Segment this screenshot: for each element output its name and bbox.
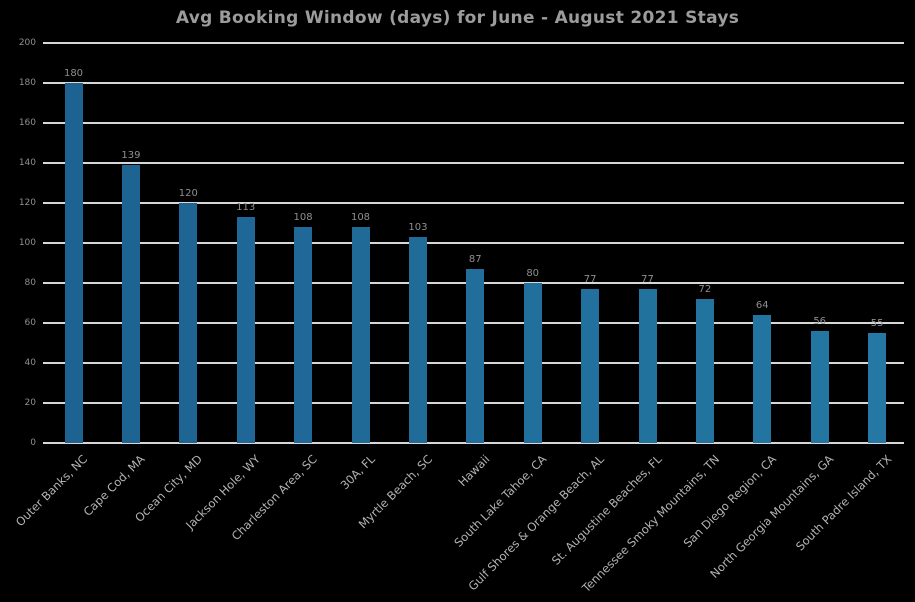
bar — [523, 283, 542, 443]
bar — [408, 237, 427, 443]
bar — [638, 289, 657, 443]
bar-value-label: 113 — [236, 202, 256, 213]
y-axis-tick-label: 200 — [18, 38, 36, 48]
bar-value-label: 77 — [641, 274, 654, 285]
x-axis-category-label: Hawaii — [455, 452, 493, 490]
y-axis-tick-label: 20 — [24, 398, 36, 408]
bar — [179, 203, 198, 443]
bar-value-label: 72 — [698, 284, 712, 295]
x-axis-category-label: North Georgia Mountains, GA — [707, 452, 837, 581]
bar — [351, 227, 370, 443]
y-axis-tick-label: 140 — [18, 158, 36, 168]
bar — [581, 289, 600, 443]
bar-value-label: 180 — [63, 68, 84, 79]
x-axis-category-label: St. Augustine Beaches, FL — [548, 452, 665, 568]
bar-value-label: 56 — [813, 316, 827, 327]
bar — [868, 333, 887, 443]
x-axis-category-label: Outer Banks, NC — [13, 452, 91, 530]
bar — [810, 331, 829, 443]
y-axis-tick-label: 40 — [24, 358, 36, 368]
bar — [695, 299, 714, 443]
gridline — [43, 242, 904, 244]
y-axis-tick-label: 120 — [18, 198, 36, 208]
bar-value-label: 77 — [583, 274, 597, 285]
bar-value-label: 108 — [293, 212, 313, 223]
x-axis-category-label: 30A, FL — [337, 452, 378, 493]
bar — [121, 165, 140, 443]
bar-value-label: 120 — [178, 188, 198, 199]
y-axis-tick-label: 0 — [30, 438, 36, 448]
bar — [236, 217, 255, 443]
gridline — [43, 82, 904, 84]
bar-value-label: 64 — [755, 300, 769, 311]
y-axis-tick-label: 60 — [24, 318, 36, 328]
y-axis-tick-label: 160 — [18, 118, 36, 128]
bar-value-label: 87 — [468, 254, 482, 265]
bar — [294, 227, 313, 443]
y-axis-tick-label: 80 — [24, 278, 36, 288]
bar — [64, 83, 83, 443]
gridline — [43, 42, 904, 44]
bar-value-label: 55 — [870, 318, 884, 329]
bar-value-label: 139 — [121, 150, 141, 161]
chart-title: Avg Booking Window (days) for June - Aug… — [175, 8, 740, 28]
bar — [466, 269, 485, 443]
y-axis-tick-label: 180 — [18, 78, 36, 88]
gridline — [43, 442, 904, 444]
bar-value-label: 108 — [350, 212, 371, 223]
gridline — [43, 202, 904, 204]
bar — [753, 315, 772, 443]
bar-value-label: 80 — [526, 268, 540, 279]
gridline — [43, 162, 904, 164]
y-axis-tick-label: 100 — [18, 238, 36, 248]
gridline — [43, 122, 904, 124]
x-axis-category-label: South Padre Island, TX — [792, 452, 895, 554]
bar-value-label: 103 — [408, 222, 428, 233]
